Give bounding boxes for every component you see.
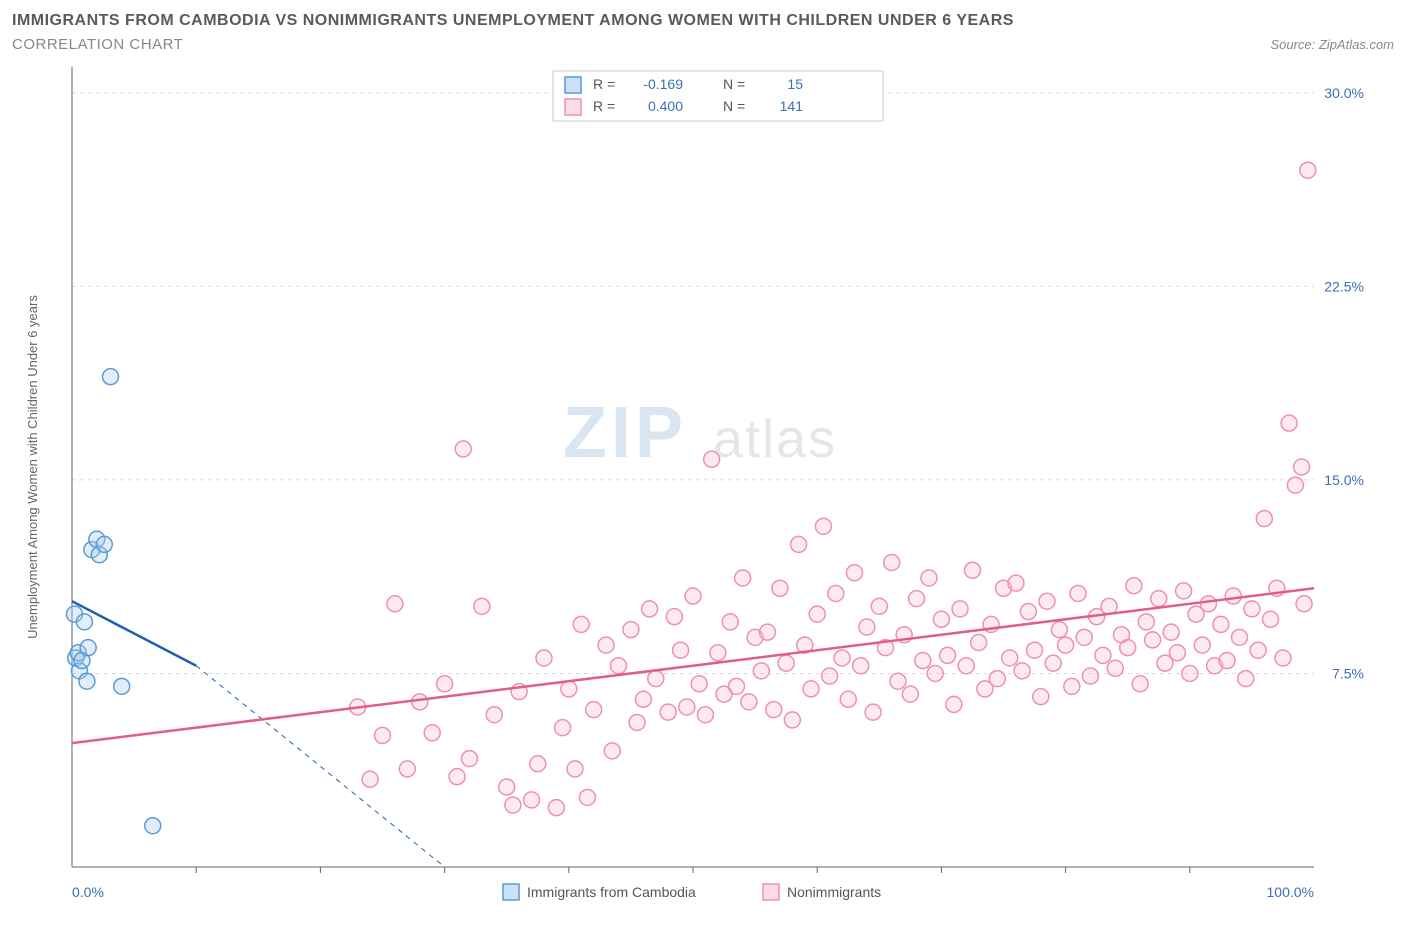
svg-text:100.0%: 100.0% <box>1267 884 1314 900</box>
svg-text:-0.169: -0.169 <box>643 76 683 92</box>
svg-text:R =: R = <box>593 76 615 92</box>
svg-text:22.5%: 22.5% <box>1324 278 1364 294</box>
svg-text:0.0%: 0.0% <box>72 884 104 900</box>
svg-text:Immigrants from Cambodia: Immigrants from Cambodia <box>527 884 696 900</box>
svg-text:7.5%: 7.5% <box>1332 665 1364 681</box>
svg-text:atlas: atlas <box>713 409 837 469</box>
chart-title: IMMIGRANTS FROM CAMBODIA VS NONIMMIGRANT… <box>12 12 1394 30</box>
svg-text:N =: N = <box>723 98 745 114</box>
scatter-chart: 0.0% 100.0% 7.5% 15.0% 22.5% 30.0% Unemploymen… <box>12 57 1394 917</box>
svg-text:0.400: 0.400 <box>648 98 683 114</box>
svg-text:R =: R = <box>593 98 615 114</box>
chart-container: 0.0% 100.0% 7.5% 15.0% 22.5% 30.0% Unemploymen… <box>12 57 1394 917</box>
title-block: IMMIGRANTS FROM CAMBODIA VS NONIMMIGRANT… <box>12 12 1394 53</box>
svg-text:Nonimmigrants: Nonimmigrants <box>787 884 881 900</box>
svg-text:Unemployment Among Women with: Unemployment Among Women with Children U… <box>25 295 40 639</box>
svg-text:141: 141 <box>780 98 804 114</box>
svg-text:ZIP: ZIP <box>563 393 687 473</box>
source-label: Source: ZipAtlas.com <box>1270 37 1394 52</box>
svg-text:15.0%: 15.0% <box>1324 472 1364 488</box>
svg-text:30.0%: 30.0% <box>1324 85 1364 101</box>
svg-text:N =: N = <box>723 76 745 92</box>
svg-text:15: 15 <box>787 76 803 92</box>
chart-subtitle: CORRELATION CHART <box>12 36 183 53</box>
subtitle-row: CORRELATION CHART Source: ZipAtlas.com <box>12 36 1394 53</box>
